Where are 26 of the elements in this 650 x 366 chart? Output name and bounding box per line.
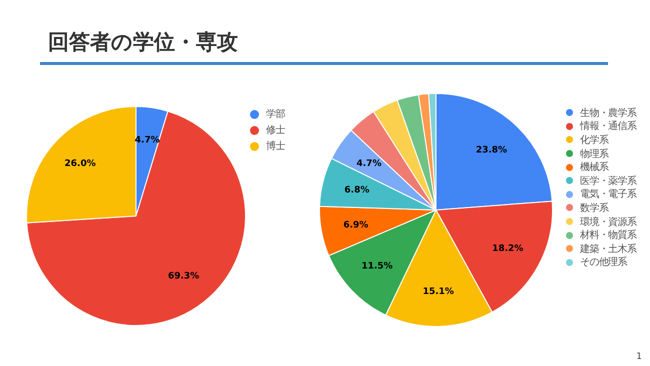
legend-label: 数学系: [580, 202, 608, 215]
legend-label: 化学系: [580, 134, 608, 147]
data-label: 15.1%: [422, 286, 454, 297]
data-label: 23.8%: [476, 146, 508, 156]
data-label: 26.0%: [64, 158, 96, 169]
legend-label: 材料・物質系: [580, 228, 636, 242]
legend-label: 修士: [266, 124, 285, 137]
legend-label: 学部: [266, 108, 285, 121]
legend-label: 医学・薬学系: [580, 174, 636, 188]
data-label: 4.7%: [356, 158, 382, 169]
data-label: 18.2%: [492, 244, 524, 254]
legend-label: 機械系: [580, 160, 608, 174]
data-label: 6.9%: [343, 220, 368, 230]
legend-label: 生物・農学系: [580, 106, 636, 120]
chart-title: 回答者の学位・専攻: [48, 29, 238, 56]
legend-label: 環境・資源系: [580, 216, 636, 229]
legend-label: 建築・土木系: [580, 242, 636, 256]
legend-label: 情報・通信系: [580, 120, 636, 134]
legend-label: 物理系: [580, 148, 608, 161]
data-label: 69.3%: [168, 271, 200, 282]
data-label: 6.8%: [344, 186, 370, 196]
legend-label: 博士: [266, 140, 285, 153]
text: 1: [636, 352, 642, 362]
legend-label: その他理系: [580, 256, 628, 270]
data-label: 11.5%: [361, 262, 393, 272]
legend-label: 電気・電子系: [580, 188, 636, 202]
